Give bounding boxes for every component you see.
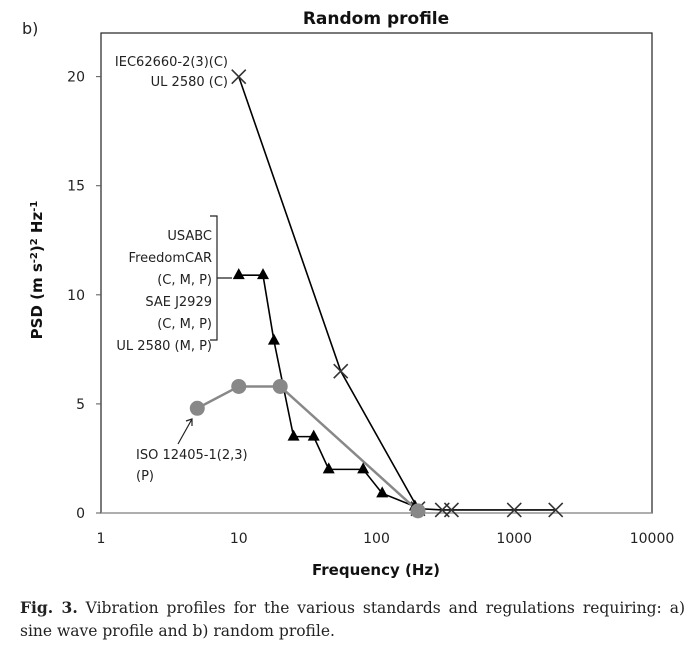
- cross-marker-path: [548, 502, 564, 518]
- annotation-triangle-line: UL 2580 (M, P): [116, 339, 212, 354]
- annotation-triangle-line: FreedomCAR: [129, 251, 212, 266]
- annotation-arrow: [177, 418, 193, 445]
- cross-marker-path: [231, 69, 247, 85]
- annotation-triangle-line: USABC: [167, 229, 212, 244]
- annotation-circle-1: ISO 12405-1(2,3): [136, 448, 248, 463]
- y-tick-label: 0: [76, 506, 85, 522]
- cross-marker: [333, 363, 349, 379]
- annotation-cross-1: IEC62660-2(3)(C): [115, 55, 228, 70]
- x-axis-label: Frequency (Hz): [312, 561, 440, 579]
- x-tick-label: 10: [230, 531, 248, 547]
- caption-text: Vibration profiles for the various stand…: [20, 599, 685, 640]
- cross-marker: [231, 69, 247, 85]
- cross-marker: [443, 502, 460, 518]
- y-tick-label: 10: [67, 288, 85, 304]
- annotation-circle-2: (P): [136, 469, 154, 484]
- x-tick-label: 1: [97, 531, 106, 547]
- figure-caption: Fig. 3. Vibration profiles for the vario…: [20, 596, 685, 643]
- y-axis-label: PSD (m s-2)2 Hz-1: [28, 201, 46, 340]
- cross-marker: [506, 502, 522, 518]
- cross-marker-path: [333, 363, 349, 379]
- triangle-marker: [357, 462, 370, 474]
- circle-marker: [231, 378, 247, 394]
- cross-marker: [548, 502, 564, 518]
- caption-label: Fig. 3.: [20, 598, 78, 617]
- cross-marker-path: [506, 502, 522, 518]
- annotation-bracket: [210, 215, 232, 341]
- triangle-marker: [287, 429, 300, 441]
- annotation-triangle-line: SAE J2929: [145, 295, 212, 310]
- series-line-circle: [196, 385, 419, 512]
- triangle-marker: [232, 268, 245, 280]
- random-profile-chart: b) Random profile 1 10 100 1000 10000 0 5 10 15 2…: [22, 9, 675, 579]
- circle-marker: [410, 503, 426, 519]
- triangle-marker: [267, 333, 280, 345]
- x-tick-label: 100: [363, 531, 390, 547]
- panel-label: b): [22, 19, 38, 38]
- chart-title: Random profile: [303, 9, 449, 29]
- triangle-marker: [376, 486, 389, 498]
- series-line-cross: [237, 76, 556, 511]
- x-tick-label: 10000: [630, 531, 675, 547]
- annotation-triangle-line: (C, M, P): [157, 273, 212, 288]
- annotation-cross-2: UL 2580 (C): [151, 75, 228, 90]
- cross-marker-path: [443, 502, 460, 518]
- triangle-marker: [257, 268, 270, 280]
- y-tick-label: 20: [67, 70, 85, 86]
- triangle-marker: [307, 429, 320, 441]
- annotation-triangle-line: (C, M, P): [157, 317, 212, 332]
- y-tick-label: 15: [67, 179, 85, 195]
- circle-marker: [272, 378, 288, 394]
- circle-marker: [189, 400, 205, 416]
- triangle-marker: [322, 462, 335, 474]
- x-tick-label: 1000: [496, 531, 532, 547]
- y-tick-label: 5: [76, 397, 85, 413]
